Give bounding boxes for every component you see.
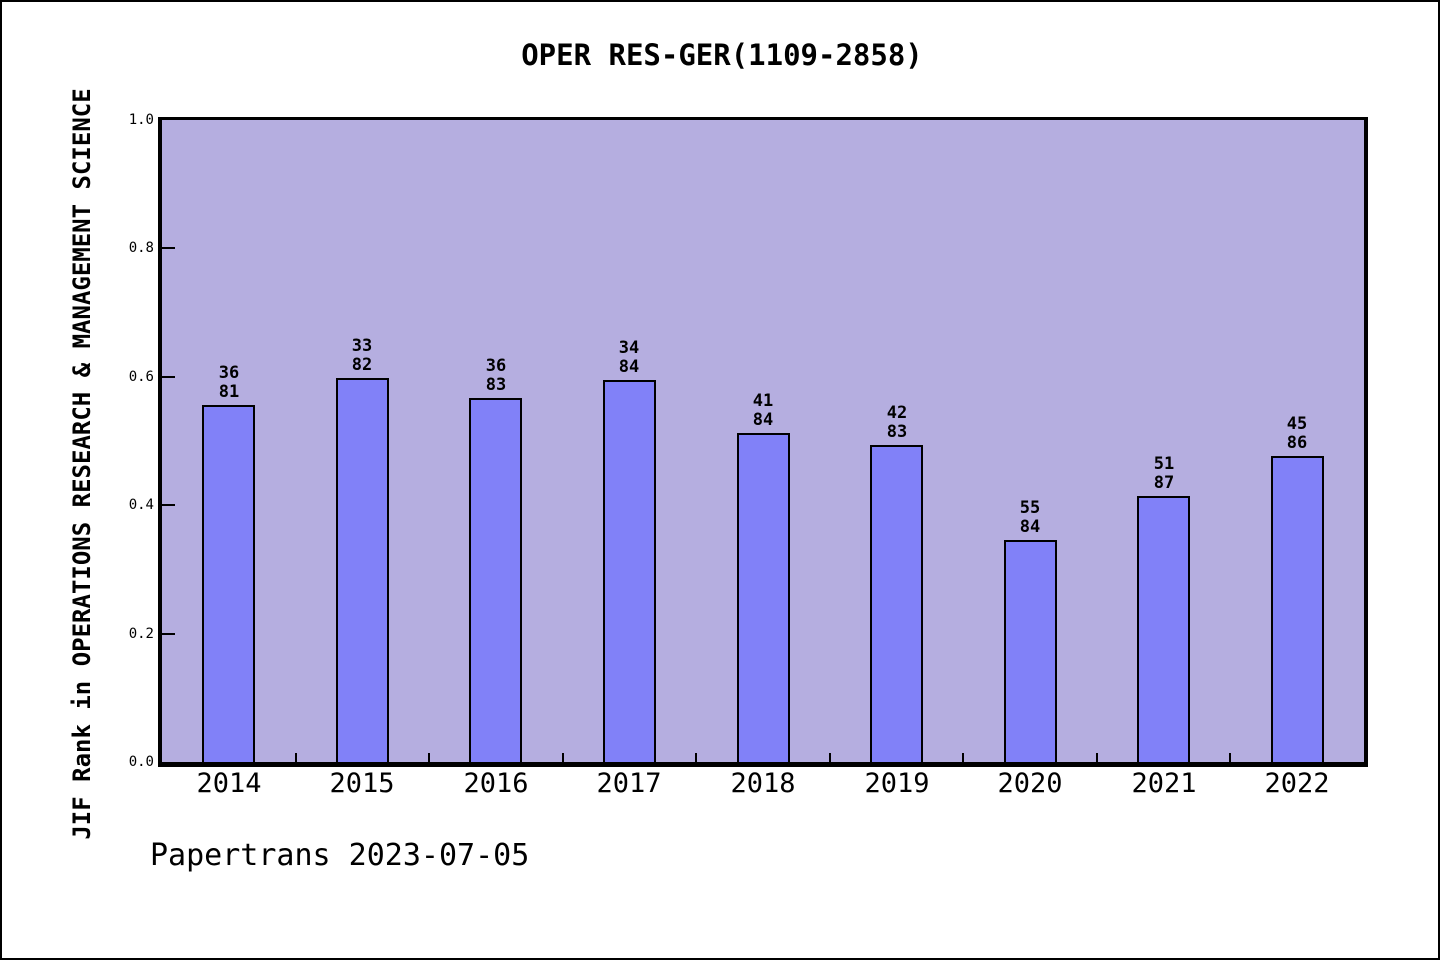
x-tick-label-2019: 2019 [864,768,930,799]
x-tick-label-2022: 2022 [1264,768,1330,799]
y-tick-mark [162,247,175,249]
x-tick-mark [428,753,430,762]
bar-2015 [336,378,389,762]
y-tick-label-0.2: 0.2 [128,626,154,642]
bar-2014 [202,405,255,762]
bar-value-label-2015: 33 82 [351,336,373,375]
bar-value-label-2022: 45 86 [1286,414,1308,453]
y-tick-mark [162,633,175,635]
bar-2019 [870,445,923,762]
x-tick-label-2015: 2015 [329,768,395,799]
bar-value-label-2021: 51 87 [1153,454,1175,493]
bar-value-label-2019: 42 83 [886,403,908,442]
bar-value-label-2014: 36 81 [218,363,240,402]
bar-2020 [1004,540,1057,762]
y-tick-label-1.0: 1.0 [128,112,154,128]
x-tick-mark [962,753,964,762]
y-axis-title: JIF Rank in OPERATIONS RESEARCH & MANAGE… [68,88,96,840]
x-tick-mark [295,753,297,762]
x-tick-mark [562,753,564,762]
bar-value-label-2017: 34 84 [618,338,640,377]
bar-value-label-2020: 55 84 [1019,498,1041,537]
x-tick-mark [1096,753,1098,762]
chart-title: OPER RES-GER(1109-2858) [521,38,923,72]
x-tick-label-2021: 2021 [1131,768,1197,799]
x-tick-mark [829,753,831,762]
y-tick-label-0.6: 0.6 [128,369,154,385]
y-tick-mark [162,504,175,506]
bar-value-label-2018: 41 84 [752,391,774,430]
x-tick-mark [1229,753,1231,762]
y-tick-mark [162,376,175,378]
y-tick-label-0.4: 0.4 [128,497,154,513]
y-tick-label-0.8: 0.8 [128,240,154,256]
x-tick-label-2016: 2016 [463,768,529,799]
bar-2021 [1137,496,1190,762]
bar-2017 [603,380,656,762]
x-tick-label-2014: 2014 [196,768,262,799]
x-tick-label-2018: 2018 [730,768,796,799]
bar-2018 [737,433,790,762]
bar-2022 [1271,456,1324,762]
bar-2016 [469,398,522,762]
bar-value-label-2016: 36 83 [485,356,507,395]
watermark-text: Papertrans 2023-07-05 [150,838,530,873]
x-tick-label-2020: 2020 [997,768,1063,799]
y-tick-label-0.0: 0.0 [128,754,154,770]
x-tick-label-2017: 2017 [596,768,662,799]
x-tick-mark [695,753,697,762]
plot-area: 36 81 33 82 36 83 34 84 41 84 42 83 55 84 51 87… [158,117,1368,767]
